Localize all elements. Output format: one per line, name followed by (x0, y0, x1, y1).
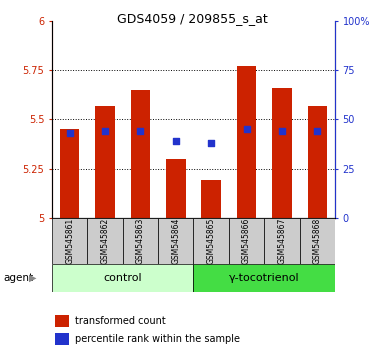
Text: control: control (104, 273, 142, 283)
Text: transformed count: transformed count (75, 316, 166, 326)
Bar (52, 218, 87, 264)
Bar (193, 264, 335, 292)
Bar (52, 264, 193, 292)
Bar (300, 218, 335, 264)
Bar (123, 218, 158, 264)
Text: GSM545867: GSM545867 (277, 217, 286, 264)
Text: GSM545868: GSM545868 (313, 218, 322, 264)
Text: GSM545865: GSM545865 (207, 217, 216, 264)
Bar (55, 315, 69, 327)
Point (173, 138, 179, 144)
Bar (193, 218, 229, 264)
Text: percentile rank within the sample: percentile rank within the sample (75, 334, 239, 344)
Bar (60, 129, 79, 218)
Point (137, 129, 144, 134)
Text: agent: agent (4, 273, 34, 283)
Bar (87, 218, 123, 264)
Bar (131, 90, 150, 218)
Bar (201, 181, 221, 218)
Text: GSM545862: GSM545862 (100, 218, 110, 264)
Text: GSM545863: GSM545863 (136, 217, 145, 264)
Bar (308, 106, 327, 218)
Point (243, 126, 249, 132)
Point (314, 129, 320, 134)
Bar (166, 159, 186, 218)
Bar (229, 218, 264, 264)
Text: GSM545861: GSM545861 (65, 218, 74, 264)
Text: GSM545864: GSM545864 (171, 217, 180, 264)
Bar (264, 218, 300, 264)
Text: ▶: ▶ (29, 273, 37, 283)
Point (208, 140, 214, 146)
Text: GDS4059 / 209855_s_at: GDS4059 / 209855_s_at (117, 12, 268, 25)
Text: γ-tocotrienol: γ-tocotrienol (229, 273, 300, 283)
Point (279, 129, 285, 134)
Text: GSM545866: GSM545866 (242, 217, 251, 264)
Bar (237, 67, 256, 218)
Bar (55, 333, 69, 345)
Point (67, 130, 73, 136)
Bar (272, 88, 291, 218)
Bar (158, 218, 193, 264)
Bar (95, 106, 115, 218)
Point (102, 129, 108, 134)
